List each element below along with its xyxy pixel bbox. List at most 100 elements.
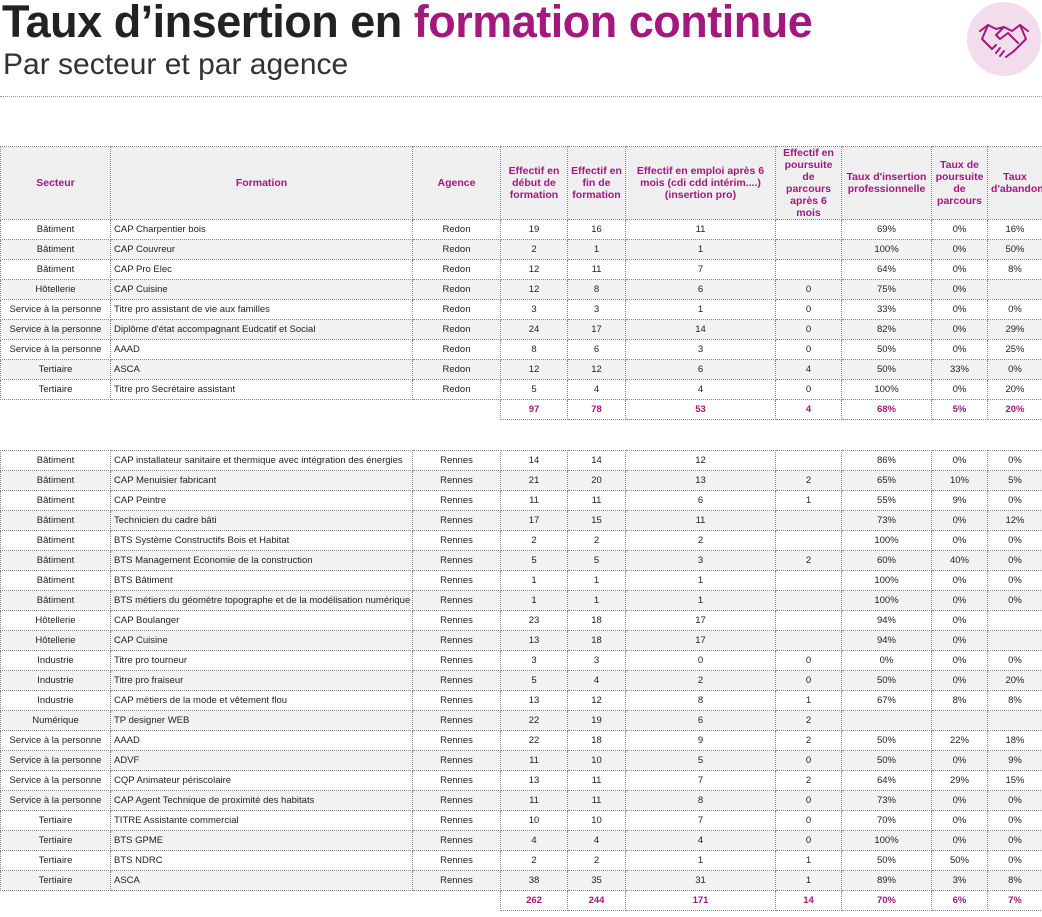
cell: 0 — [775, 750, 842, 771]
cell: 0% — [987, 530, 1042, 551]
total-cell: 7% — [987, 890, 1042, 911]
cell: 0% — [841, 650, 932, 671]
cell: Diplôme d'état accompagnant Eudcatif et … — [110, 319, 413, 340]
cell: 11 — [625, 510, 776, 531]
cell: Bâtiment — [0, 259, 111, 280]
data-table: Bâtiment CAP installateur sanitaire et th… — [0, 450, 1042, 911]
cell: 73% — [841, 510, 932, 531]
cell: 0% — [931, 590, 988, 611]
cell: 0% — [931, 259, 988, 280]
cell: 0% — [931, 510, 988, 531]
cell: 12 — [625, 450, 776, 471]
data-table: Secteur Formation Agence Effectif en début … — [0, 146, 1042, 420]
column-header: Effectif en début de formation — [500, 146, 568, 220]
cell: 11 — [500, 790, 568, 811]
cell: 2 — [500, 530, 568, 551]
cell: Tertiaire — [0, 830, 111, 851]
cell: Rennes — [412, 690, 501, 711]
cell: 0 — [775, 830, 842, 851]
cell — [987, 279, 1042, 300]
cell: 73% — [841, 790, 932, 811]
cell: 3 — [500, 650, 568, 671]
cell: Bâtiment — [0, 570, 111, 591]
cell — [987, 630, 1042, 651]
table-row: Bâtiment BTS Bâtiment Rennes 1 1 1 100% 0% 0% — [0, 570, 1042, 591]
cell: CAP Boulanger — [110, 610, 413, 631]
column-header: Effectif en fin de formation — [567, 146, 626, 220]
cell: 17 — [567, 319, 626, 340]
cell: 16 — [567, 219, 626, 240]
cell: 2 — [775, 710, 842, 731]
column-header: Secteur — [0, 146, 111, 220]
cell: AAAD — [110, 339, 413, 360]
cell: BTS métiers du géomètre topographe et de… — [110, 590, 413, 611]
cell: 1 — [625, 239, 776, 260]
cell: 14 — [625, 319, 776, 340]
cell: Titre pro assistant de vie aux familles — [110, 299, 413, 320]
cell: 4 — [625, 379, 776, 400]
cell: 14 — [500, 450, 568, 471]
table-row: Hôtellerie CAP Boulanger Rennes 23 18 17 94% 0% — [0, 610, 1042, 631]
cell: 50% — [841, 750, 932, 771]
cell: 5% — [987, 470, 1042, 491]
cell: Rennes — [412, 770, 501, 791]
cell: 3 — [500, 299, 568, 320]
cell: 20% — [987, 670, 1042, 691]
cell: 20 — [567, 470, 626, 491]
cell: 12 — [500, 259, 568, 280]
cell: 4 — [775, 359, 842, 380]
cell: TP designer WEB — [110, 710, 413, 731]
cell: Titre pro fraiseur — [110, 670, 413, 691]
cell: 1 — [567, 239, 626, 260]
cell: 50% — [841, 339, 932, 360]
cell: 0 — [775, 339, 842, 360]
cell: 0% — [931, 830, 988, 851]
cell: 1 — [625, 850, 776, 871]
cell: Service à la personne — [0, 770, 111, 791]
cell: 1 — [775, 870, 842, 891]
cell: Service à la personne — [0, 339, 111, 360]
cell: 100% — [841, 830, 932, 851]
cell: 31 — [625, 870, 776, 891]
cell: 8% — [987, 259, 1042, 280]
cell — [987, 610, 1042, 631]
cell: 10 — [567, 750, 626, 771]
cell: 15 — [567, 510, 626, 531]
cell: Rennes — [412, 850, 501, 871]
total-cell: 6% — [931, 890, 988, 911]
cell: 2 — [775, 470, 842, 491]
cell: 5 — [500, 670, 568, 691]
cell: 3 — [625, 339, 776, 360]
cell: 13 — [500, 630, 568, 651]
cell: Bâtiment — [0, 550, 111, 571]
cell: Rennes — [412, 610, 501, 631]
cell: 5 — [500, 379, 568, 400]
cell: Bâtiment — [0, 470, 111, 491]
cell: 11 — [567, 259, 626, 280]
cell: BTS NDRC — [110, 850, 413, 871]
cell: 86% — [841, 450, 932, 471]
table-row: Numérique TP designer WEB Rennes 22 19 6 2 — [0, 710, 1042, 731]
table-row: Bâtiment BTS Management Economie de la co… — [0, 550, 1042, 571]
cell: 40% — [931, 550, 988, 571]
cell — [775, 259, 842, 280]
cell: Redon — [412, 339, 501, 360]
totals-row: 262 244 171 14 70% 6% 7% — [0, 890, 1042, 911]
cell: Rennes — [412, 870, 501, 891]
cell: ADVF — [110, 750, 413, 771]
table-row: Industrie Titre pro tourneur Rennes 3 3 0 0 0% 0… — [0, 650, 1042, 671]
total-cell: 5% — [931, 399, 988, 420]
cell: Tertiaire — [0, 810, 111, 831]
total-cell: 53 — [625, 399, 776, 420]
cell: 1 — [500, 590, 568, 611]
cell: 7 — [625, 259, 776, 280]
table-row: Hôtellerie CAP Cuisine Redon 12 8 6 0 75% 0% — [0, 279, 1042, 300]
cell: 100% — [841, 379, 932, 400]
cell: 12 — [500, 279, 568, 300]
cell: Redon — [412, 299, 501, 320]
cell — [841, 710, 932, 731]
cell: Tertiaire — [0, 379, 111, 400]
cell: 1 — [775, 850, 842, 871]
cell: 0 — [625, 650, 776, 671]
